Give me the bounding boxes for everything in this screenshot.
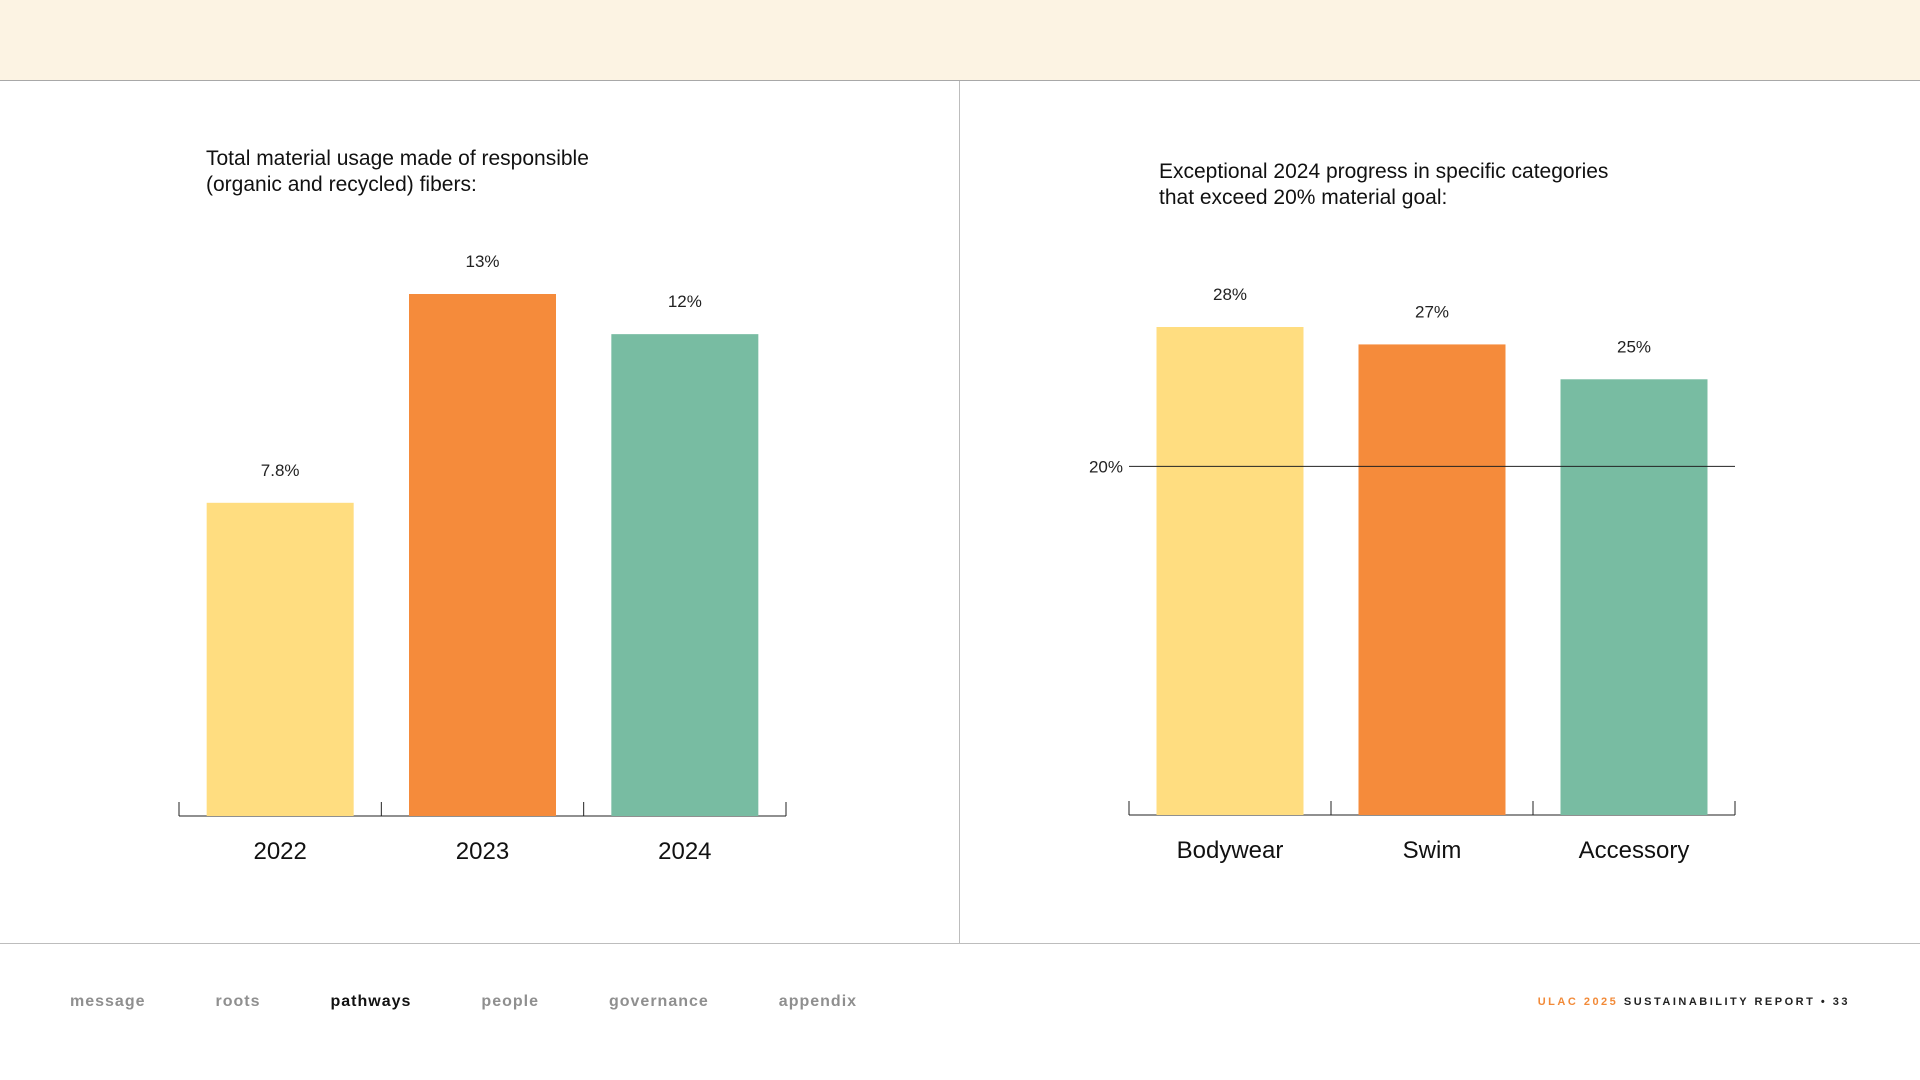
data-label-swim: 27% [1415,302,1449,321]
panel-divider [959,81,960,944]
data-label-2023: 13% [465,252,499,271]
footer-divider [0,943,1920,944]
chart-title-line: Exceptional 2024 progress in specific ca… [1159,160,1609,183]
data-label-2024: 12% [668,292,702,311]
x-tick-label-2024: 2024 [658,838,711,865]
bar-2023 [409,294,556,816]
bar-2022 [206,502,354,816]
bar-swim [1358,344,1506,815]
nav-item-appendix[interactable]: appendix [778,993,858,1010]
nav-item-governance[interactable]: governance [608,993,709,1010]
x-tick-label-2022: 2022 [253,838,306,865]
report-brand: ULAC 2025 [1537,996,1619,1008]
chart-title-category-progress: Exceptional 2024 progress in specific ca… [1159,159,1779,211]
data-label-bodywear: 28% [1213,285,1247,304]
nav-item-pathways[interactable]: pathways [330,993,412,1010]
report-title-page: SUSTAINABILITY REPORT • 33 [1623,996,1850,1008]
x-tick-label-accessory: Accessory [1579,837,1690,864]
nav-item-roots[interactable]: roots [215,993,261,1010]
x-tick-label-2023: 2023 [456,838,509,865]
footer-nav: message roots pathways people governance… [70,990,927,1014]
report-footer: ULAC 2025 SUSTAINABILITY REPORT • 33 [1538,996,1850,1008]
chart-title-line: that exceed 20% material goal: [1159,186,1448,209]
bar-2024 [611,334,759,816]
chart-panel-material-usage: Total material usage made of responsible… [0,81,959,943]
x-tick-label-bodywear: Bodywear [1177,837,1284,864]
data-label-2022: 7.8% [261,461,300,480]
bar-chart-material-usage: 7.8% 2022 13% 2023 12% 2024 [178,252,787,865]
bar-accessory [1560,379,1708,815]
nav-item-people[interactable]: people [481,993,539,1010]
x-tick-label-swim: Swim [1403,837,1462,864]
chart-title-line: (organic and recycled) fibers: [206,173,477,196]
nav-item-message[interactable]: message [70,993,146,1010]
reference-line-label: 20% [1089,457,1123,476]
chart-title-line: Total material usage made of responsible [206,147,589,170]
bar-chart-category-progress: 28% Bodywear 27% Swim 25% Accessory 20% [1089,285,1736,864]
chart-title-material-usage: Total material usage made of responsible… [206,146,806,198]
data-label-accessory: 25% [1617,337,1651,356]
header-band [0,0,1920,81]
bar-bodywear [1156,327,1304,815]
chart-panel-category-progress: Exceptional 2024 progress in specific ca… [960,81,1919,943]
